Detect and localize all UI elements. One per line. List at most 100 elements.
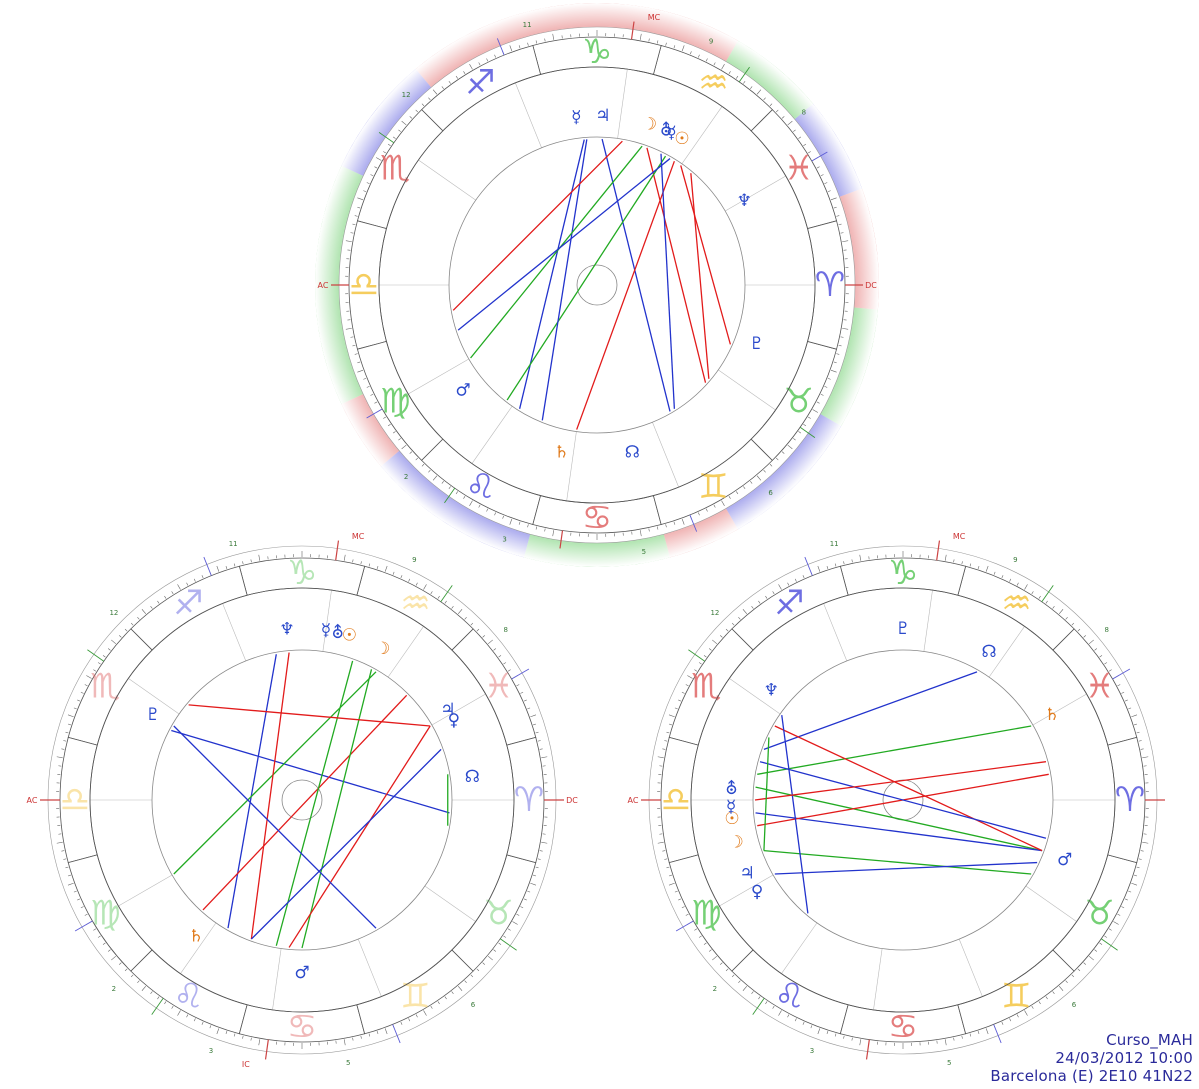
degree-tick	[662, 748, 666, 750]
degree-tick	[708, 648, 712, 651]
degree-tick	[817, 565, 821, 572]
degree-tick	[836, 353, 840, 355]
zodiac-sign-icon: ♎	[661, 780, 691, 820]
degree-tick	[86, 675, 92, 679]
degree-tick	[444, 600, 447, 604]
degree-tick	[384, 565, 388, 572]
planet-glyph-icon: ☉	[724, 809, 739, 829]
degree-tick	[387, 423, 391, 427]
degree-tick	[350, 336, 354, 338]
degree-tick	[689, 51, 692, 55]
degree-tick	[810, 1025, 813, 1029]
degree-tick	[498, 655, 502, 658]
degree-tick	[343, 1039, 346, 1046]
house-cusp-line	[865, 1039, 870, 1060]
degree-tick	[102, 655, 106, 658]
degree-tick	[520, 906, 524, 909]
house-number: 11	[229, 540, 238, 548]
degree-tick	[137, 616, 140, 620]
planet-glyph-icon: ⛢	[725, 779, 737, 799]
degree-tick	[430, 591, 433, 595]
degree-tick	[639, 33, 642, 40]
degree-tick	[824, 386, 828, 388]
planet-glyph-icon: ♆	[764, 680, 779, 700]
degree-tick	[719, 635, 723, 638]
degree-tick	[130, 622, 134, 626]
house-divider	[923, 590, 933, 652]
degree-tick	[838, 344, 842, 347]
degree-tick	[1083, 962, 1087, 965]
degree-tick	[781, 116, 785, 119]
degree-tick	[363, 377, 367, 380]
degree-tick	[681, 906, 685, 909]
degree-tick	[502, 515, 505, 519]
aspect-line	[680, 165, 732, 345]
zodiac-sign-icon: ♒	[1001, 583, 1031, 623]
house-cusp-line	[444, 487, 456, 504]
degree-tick	[1117, 913, 1121, 916]
degree-tick	[742, 985, 748, 991]
degree-tick	[664, 858, 668, 860]
house-number: 2	[404, 473, 408, 481]
planet-glyph-icon: ⛢	[332, 623, 344, 643]
degree-tick	[370, 174, 374, 177]
house-cusp-line	[392, 1024, 401, 1044]
zodiac-sign-icon: ♊	[1001, 977, 1031, 1017]
degree-tick	[1024, 1010, 1028, 1016]
degree-tick	[544, 528, 546, 532]
house-cusp-line	[264, 1039, 269, 1060]
degree-tick	[840, 232, 844, 234]
degree-tick	[357, 197, 364, 201]
degree-tick	[535, 40, 538, 44]
degree-tick	[67, 714, 74, 718]
degree-tick	[482, 962, 486, 965]
degree-tick	[552, 33, 555, 40]
house-divider	[128, 678, 180, 715]
house-divider	[431, 693, 486, 726]
planet-glyph-icon: ☽	[375, 639, 390, 659]
planet-glyph-icon: ♆	[279, 620, 294, 640]
zodiac-sign-icon: ♉	[1084, 894, 1114, 934]
degree-tick	[464, 616, 467, 620]
degree-tick	[1142, 841, 1149, 844]
degree-tick	[750, 481, 753, 484]
degree-tick	[751, 991, 754, 995]
degree-tick	[432, 475, 438, 481]
degree-tick	[376, 157, 382, 161]
degree-tick	[537, 858, 541, 860]
degree-tick	[833, 206, 837, 209]
degree-tick	[408, 1018, 411, 1022]
degree-tick	[775, 457, 779, 461]
degree-tick	[77, 898, 81, 901]
zodiac-sign-icon: ♎	[349, 265, 379, 305]
house-divider	[566, 431, 577, 501]
degree-tick	[712, 639, 718, 645]
degree-tick	[705, 508, 708, 512]
degree-tick	[1009, 1018, 1012, 1022]
degree-tick	[721, 500, 725, 506]
degree-tick	[201, 1021, 204, 1025]
degree-tick	[93, 928, 97, 931]
degree-tick	[63, 740, 67, 742]
degree-tick	[838, 223, 842, 226]
degree-tick	[1108, 928, 1112, 931]
degree-tick	[428, 97, 431, 101]
degree-tick	[258, 1039, 261, 1046]
house-cusp-line	[689, 514, 698, 532]
aspect-line	[250, 652, 290, 940]
degree-tick	[400, 1021, 403, 1025]
degree-tick	[530, 882, 537, 886]
degree-tick	[1071, 622, 1075, 626]
degree-tick	[787, 582, 790, 586]
degree-tick	[1136, 866, 1140, 869]
degree-tick	[464, 980, 467, 984]
degree-tick	[725, 968, 729, 972]
zodiac-sign-icon: ♎	[60, 780, 90, 820]
degree-tick	[354, 353, 358, 355]
degree-tick	[1052, 605, 1055, 609]
degree-tick	[1065, 616, 1068, 620]
degree-tick	[1038, 1001, 1041, 1005]
aspect-line	[506, 155, 667, 401]
degree-tick	[820, 393, 824, 396]
house-number: 3	[502, 536, 506, 544]
